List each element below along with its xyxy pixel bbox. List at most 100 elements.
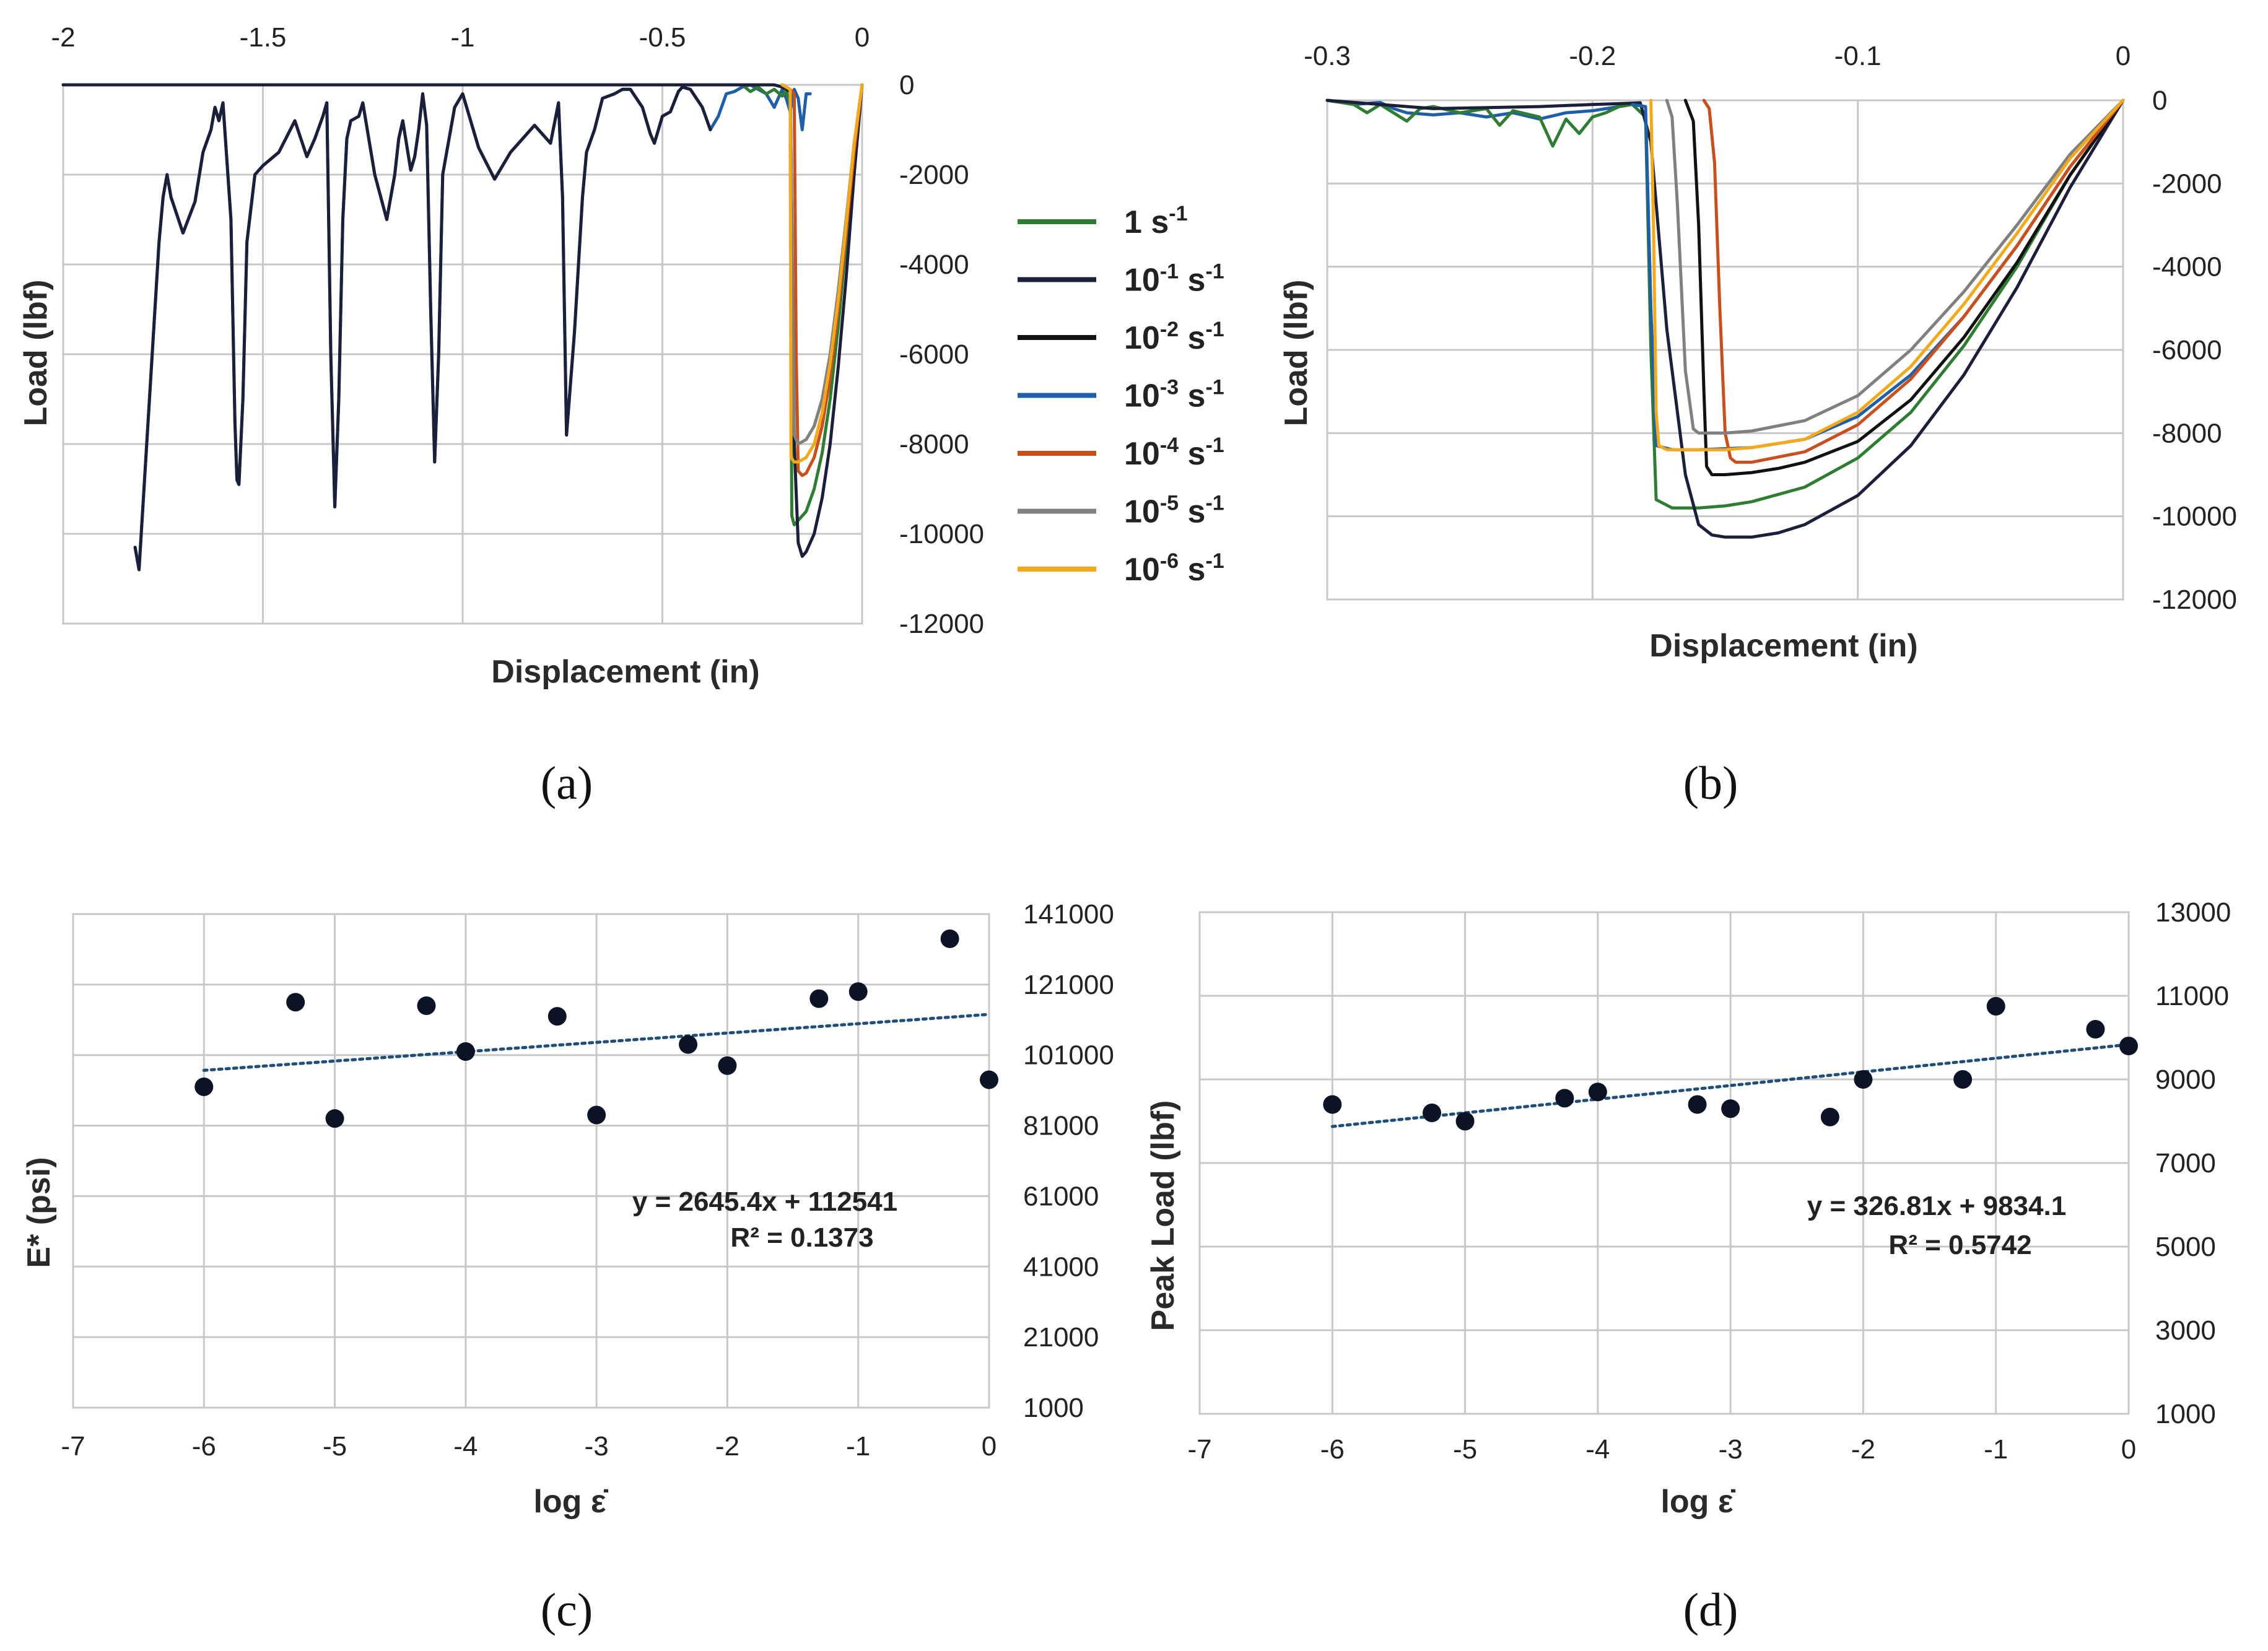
panel-c-x-ticks: -7 -6 -5 -4 -3 -2 -1 0 — [61, 1431, 997, 1462]
legend-label-base: 10 — [1124, 320, 1160, 356]
legend-label-unit-exponent: -1 — [1205, 376, 1224, 399]
panel-d-x-tick-label: -7 — [1187, 1434, 1211, 1465]
panel-a-series-line — [780, 83, 864, 464]
panel-c-data-point — [325, 1109, 344, 1128]
panel-d-y-tick-label: 7000 — [2155, 1148, 2216, 1178]
panel-a-y-tick-label: -12000 — [899, 609, 984, 639]
panel-b-series-line — [1702, 98, 2125, 464]
legend-label-base: 10 — [1124, 263, 1160, 298]
panel-b-y-tick-label: -2000 — [2152, 168, 2222, 199]
panel-b-y-tick-label: 0 — [2152, 85, 2167, 116]
panel-c-x-tick-label: -7 — [61, 1431, 85, 1462]
panel-c-y-tick-label: 61000 — [1023, 1181, 1099, 1211]
panel-c-y-ticks: 1000 21000 41000 61000 81000 101000 121000 1410… — [1023, 899, 1114, 1423]
panel-d-data-point — [1953, 1070, 1973, 1089]
legend-label-exponent: -4 — [1160, 433, 1179, 457]
panel-c-x-tick-label: -6 — [192, 1431, 216, 1462]
panel-b-label: (b) — [1683, 757, 1738, 809]
legend-label-unit-exponent: -1 — [1205, 260, 1224, 284]
legend-label-unit-exponent: -1 — [1205, 318, 1224, 341]
panel-c-grid — [72, 913, 990, 1409]
legend-label-unit-exponent: -1 — [1205, 549, 1224, 573]
panel-d-y-axis-title: Peak Load (lbf) — [1145, 1100, 1181, 1331]
legend-label: 1 s-1 — [1124, 202, 1188, 240]
panel-d-y-tick-label: 1000 — [2155, 1399, 2216, 1429]
legend-label-unit: s — [1179, 552, 1205, 588]
panel-c-x-axis-title: log ε̇ — [533, 1484, 608, 1520]
panel-d-x-tick-label: -2 — [1851, 1434, 1875, 1465]
panel-c-y-tick-label: 81000 — [1023, 1111, 1099, 1141]
panel-b-series-line — [1325, 98, 2125, 539]
panel-c-points — [194, 929, 998, 1128]
panel-d-data-point — [1323, 1095, 1342, 1114]
panel-c-x-tick-label: -2 — [715, 1431, 739, 1462]
panel-a-x-ticks: -2 -1.5 -1 -0.5 0 — [51, 22, 870, 53]
legend-label-exponent: -5 — [1160, 492, 1179, 515]
panel-d-data-point — [1721, 1099, 1740, 1118]
panel-d-data-point — [1820, 1107, 1839, 1126]
legend-label-unit: s — [1179, 320, 1205, 356]
panel-a-x-tick-label: -1.5 — [240, 22, 287, 53]
panel-a-grid — [62, 84, 863, 625]
panel-d-x-ticks: -7 -6 -5 -4 -3 -2 -1 0 — [1187, 1434, 2136, 1465]
panel-b-y-tick-label: -8000 — [2152, 418, 2222, 448]
panel-b-series-line — [1665, 98, 2125, 435]
panel-c-data-point — [194, 1077, 214, 1096]
panel-a-y-tick-label: -6000 — [899, 339, 969, 370]
panel-b-series-line — [1325, 98, 2125, 510]
panel-a-x-tick-label: -0.5 — [639, 22, 686, 53]
panel-b-x-axis-title: Displacement (in) — [1649, 628, 1917, 664]
panel-d-y-ticks: 1000 3000 5000 7000 9000 11000 13000 — [2155, 897, 2231, 1429]
panel-c-data-point — [547, 1007, 567, 1026]
panel-c-trendline-group — [202, 1013, 991, 1072]
legend-label-unit: s — [1179, 263, 1205, 298]
panel-b-series-line — [1649, 98, 2125, 451]
panel-c-x-tick-label: -3 — [585, 1431, 609, 1462]
panel-c-x-tick-label: -1 — [846, 1431, 870, 1462]
panel-d-x-tick-label: -1 — [1984, 1434, 2008, 1465]
legend-label: 10-4 s-1 — [1124, 433, 1224, 472]
panel-c-y-tick-label: 101000 — [1023, 1040, 1114, 1071]
legend-label: 10-6 s-1 — [1124, 549, 1224, 588]
panel-b: -0.3 -0.2 -0.1 0 0 -2000 -4000 -6000 -8000 -1000… — [1278, 41, 2237, 809]
legend-label-unit-exponent: -1 — [1205, 492, 1224, 515]
legend-label-exponent: -3 — [1160, 376, 1179, 399]
legend-label-base: 10 — [1124, 552, 1160, 588]
panel-b-x-tick-label: 0 — [2116, 41, 2131, 71]
legend-label: 10-1 s-1 — [1124, 260, 1224, 298]
panel-c-data-point — [809, 989, 829, 1008]
panel-a-x-tick-label: -2 — [51, 22, 75, 53]
panel-d-r-squared: R² = 0.5742 — [1888, 1230, 2031, 1260]
panel-d-x-tick-label: -5 — [1453, 1434, 1477, 1465]
panel-b-x-tick-label: -0.3 — [1304, 41, 1351, 71]
panel-c-y-axis-title: E* (psi) — [21, 1157, 57, 1268]
panel-d-data-point — [1588, 1083, 1607, 1102]
panel-c-x-tick-label: 0 — [982, 1431, 997, 1462]
legend-label-unit: s — [1142, 204, 1169, 240]
panel-d-data-point — [1423, 1104, 1441, 1122]
panel-a-series-line — [61, 83, 864, 558]
panel-b-y-axis-title: Load (lbf) — [1278, 280, 1314, 427]
panel-c-data-point — [456, 1042, 475, 1061]
panel-d-data-point — [1688, 1095, 1707, 1114]
panel-d-data-point — [1854, 1070, 1873, 1089]
panel-a-y-tick-label: -4000 — [899, 250, 969, 280]
panel-c-y-tick-label: 21000 — [1023, 1322, 1099, 1353]
panel-d-x-tick-label: -4 — [1585, 1434, 1610, 1465]
panel-b-grid — [1326, 99, 2124, 601]
panel-d-data-point — [1986, 996, 2005, 1016]
panel-c-data-point — [980, 1070, 998, 1089]
panel-c-x-tick-label: -5 — [323, 1431, 347, 1462]
panel-d-y-tick-label: 9000 — [2155, 1065, 2216, 1095]
panel-d-x-tick-label: -6 — [1320, 1434, 1345, 1465]
panel-c-label: (c) — [541, 1584, 593, 1636]
panel-a-y-ticks: 0 -2000 -4000 -6000 -8000 -10000 -12000 — [899, 70, 984, 639]
panel-c-data-point — [417, 996, 436, 1016]
panel-d-data-point — [1555, 1089, 1574, 1108]
panel-a: -2 -1.5 -1 -0.5 0 0 -2000 -4000 -6000 -8000 -1000… — [18, 22, 984, 809]
panel-c-data-point — [679, 1035, 698, 1054]
panel-c-data-point — [848, 982, 868, 1001]
panel-d-x-tick-label: 0 — [2121, 1434, 2136, 1465]
panel-a-y-axis-title: Load (lbf) — [18, 280, 54, 427]
legend-label-unit-exponent: -1 — [1205, 433, 1224, 457]
